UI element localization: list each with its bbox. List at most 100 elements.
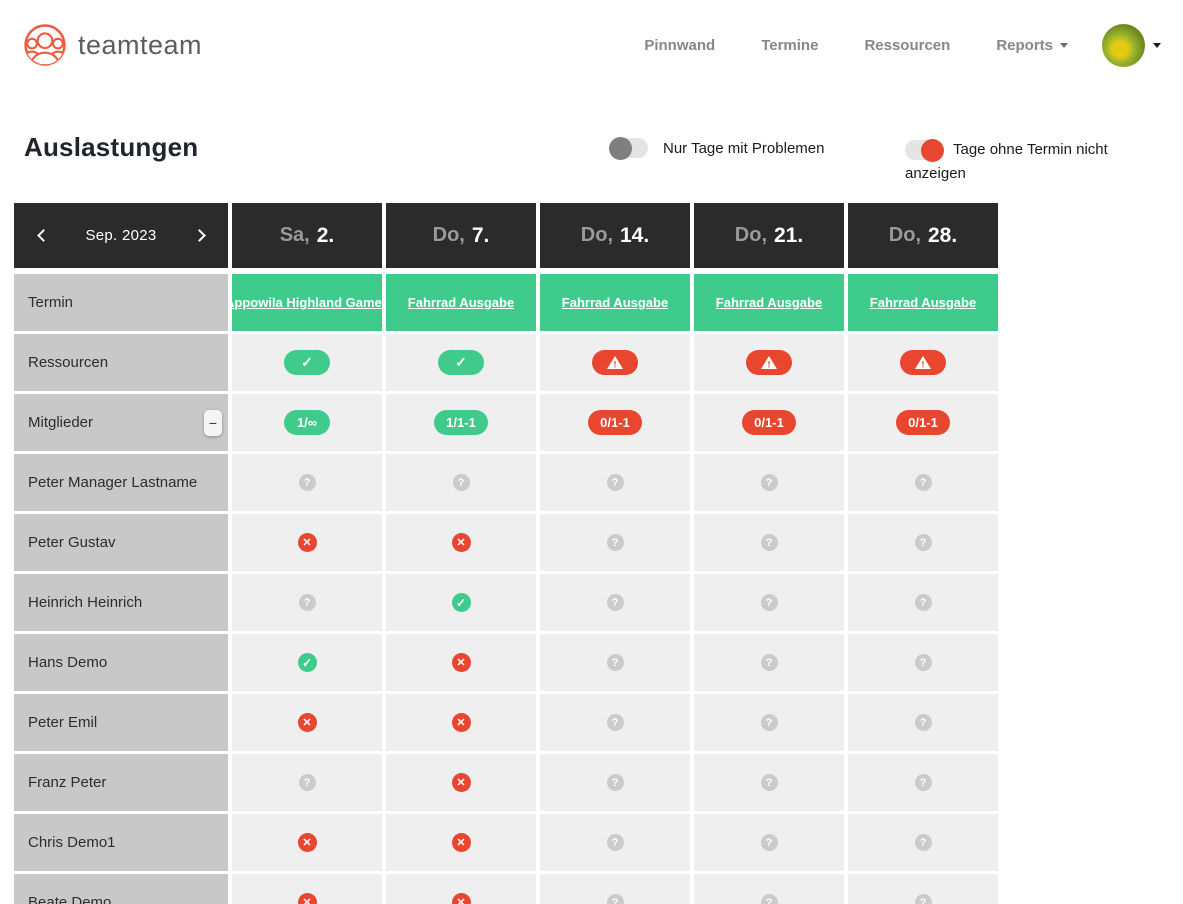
availability-cell [694,814,844,871]
status-icon [451,833,471,852]
chevron-down-icon [1153,42,1161,48]
availability-cell [386,874,536,904]
availability-cell [386,694,536,751]
next-month-button[interactable] [190,225,212,247]
termin-cell: Fahrrad Ausgabe [694,274,844,331]
toggle-knob [921,138,944,162]
member-name: Hans Demo [14,634,228,691]
status-icon [914,774,932,791]
toggle-problems-only: Nur Tage mit Problemen [609,136,825,160]
nav-ressourcen[interactable]: Ressourcen [864,36,951,54]
event-link[interactable]: Fahrrad Ausgabe [715,295,823,310]
availability-cell [540,514,690,571]
resource-status-pill [900,350,946,375]
toggle-knob [609,136,632,160]
nav-termine[interactable]: Termine [761,36,819,54]
prev-month-button[interactable] [30,225,52,247]
toggle-hide-days: Tage ohne Termin nicht anzeigen [905,138,1113,186]
status-icon [760,774,778,791]
availability-cell [694,694,844,751]
nav-reports-label: Reports [996,36,1053,54]
members-count-pill: 1/∞ [284,410,330,435]
member-name: Peter Manager Lastname [14,454,228,511]
availability-cell [232,874,382,904]
collapse-members-button[interactable]: − [204,409,222,436]
availability-cell [232,574,382,631]
availability-cell [540,694,690,751]
status-icon [606,834,624,851]
status-icon [760,834,778,851]
member-name: Peter Gustav [14,514,228,571]
utilization-grid: Sep. 2023 Sa, 2. Do, 7. Do, 14. Do, 21. Do, 2… [14,203,998,904]
problems-only-toggle[interactable] [609,136,648,160]
availability-cell [232,454,382,511]
resource-status-cell [848,334,998,391]
status-icon [914,594,932,611]
status-icon [451,533,471,552]
availability-cell [694,754,844,811]
availability-cell [232,694,382,751]
availability-cell [848,514,998,571]
members-count-cell: 0/1-1 [694,394,844,451]
member-name: Chris Demo1 [14,814,228,871]
resource-status-pill [284,350,330,375]
status-icon [451,593,471,612]
availability-cell [694,514,844,571]
availability-cell [540,634,690,691]
status-icon [760,894,778,904]
brand-name: teamteam [78,29,203,60]
availability-cell [540,814,690,871]
nav-pinnwand[interactable]: Pinnwand [644,36,716,54]
event-link[interactable]: Appowila Highland Games [232,295,382,310]
event-link[interactable]: Fahrrad Ausgabe [561,295,669,310]
chevron-left-icon [36,229,50,242]
resource-status-cell [540,334,690,391]
status-icon [606,894,624,904]
nav-reports[interactable]: Reports [996,37,1068,54]
status-icon [914,714,932,731]
availability-cell [848,754,998,811]
chevron-right-icon [192,229,206,242]
status-icon [451,653,471,672]
availability-cell [694,874,844,904]
status-icon [914,474,932,491]
member-name: Peter Emil [14,694,228,751]
resource-status-cell [232,334,382,391]
column-header-day: Sa, 2. [232,203,382,268]
status-icon [914,894,932,904]
event-link[interactable]: Fahrrad Ausgabe [869,295,977,310]
problems-only-label: Nur Tage mit Problemen [663,139,825,157]
event-link[interactable]: Fahrrad Ausgabe [407,295,515,310]
chevron-down-icon [1060,42,1068,48]
status-icon [297,533,317,552]
teamteam-logo-icon [24,24,66,66]
column-header-day: Do, 7. [386,203,536,268]
availability-cell [232,814,382,871]
availability-cell [386,514,536,571]
availability-cell [848,574,998,631]
top-bar: teamteam Pinnwand Termine Ressourcen Rep… [0,0,1183,90]
status-icon [760,654,778,671]
members-count-cell: 1/1-1 [386,394,536,451]
availability-cell [540,874,690,904]
resource-status-pill [592,350,638,375]
status-icon [914,654,932,671]
status-icon [606,714,624,731]
members-count-pill: 0/1-1 [588,410,642,435]
member-name: Franz Peter [14,754,228,811]
availability-cell [386,574,536,631]
availability-cell [848,634,998,691]
members-count-pill: 1/1-1 [434,410,488,435]
status-icon [297,713,317,732]
mitglieder-label: Mitglieder [28,414,94,431]
status-icon [298,474,316,491]
brand-logo[interactable]: teamteam [22,22,202,68]
members-count-pill: 0/1-1 [742,410,796,435]
availability-cell [848,694,998,751]
status-icon [451,713,471,732]
status-icon [760,534,778,551]
user-menu[interactable] [1102,23,1161,67]
termin-cell: Fahrrad Ausgabe [540,274,690,331]
hide-days-toggle[interactable] [905,138,944,162]
resource-status-cell [386,334,536,391]
